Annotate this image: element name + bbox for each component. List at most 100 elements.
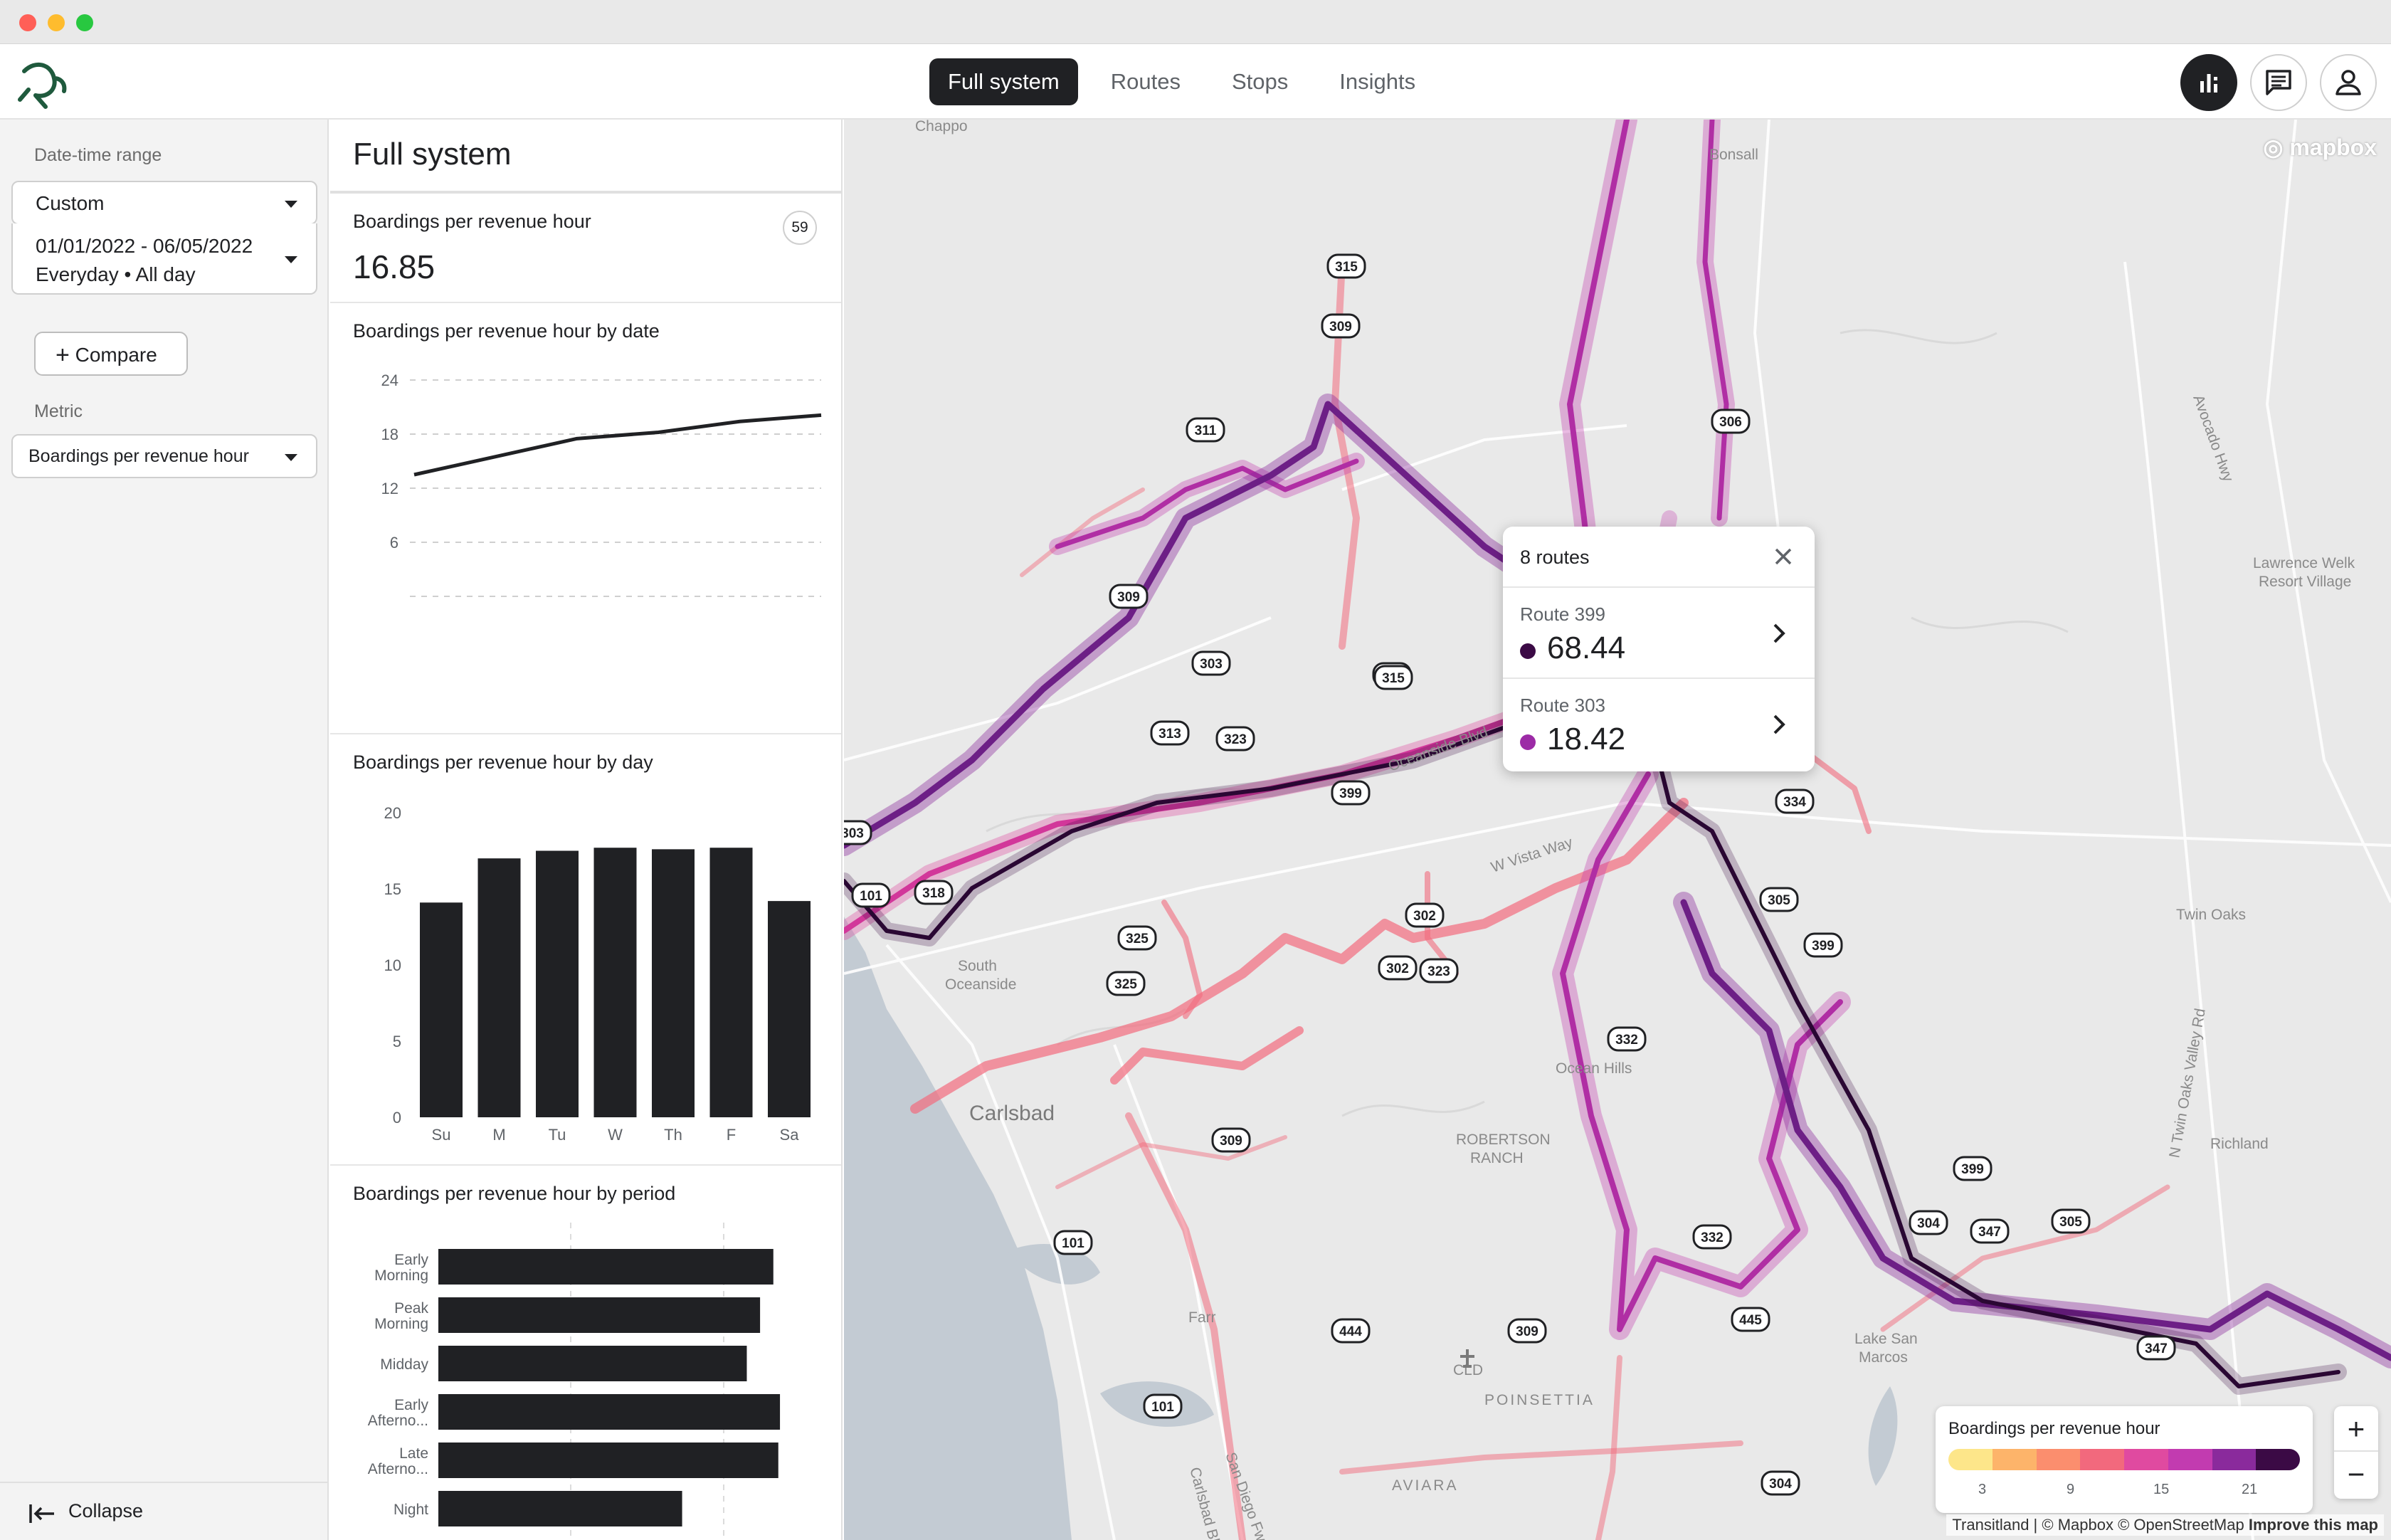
place-label: AVIARA	[1392, 1477, 1458, 1494]
bar	[438, 1443, 778, 1478]
y-tick-label: 24	[381, 371, 398, 389]
tab-routes[interactable]: Routes	[1110, 69, 1181, 94]
legend-title: Boardings per revenue hour	[1948, 1419, 2160, 1438]
legend-color-scale	[1948, 1449, 2300, 1470]
y-tick-label: Morning	[374, 1316, 428, 1332]
route-shield-label: 303	[1200, 657, 1223, 672]
bar	[438, 1394, 781, 1430]
close-window-button[interactable]	[19, 14, 36, 31]
route-shield[interactable]: 325	[1117, 925, 1157, 951]
bar	[438, 1297, 761, 1333]
route-shield[interactable]: 101	[1143, 1393, 1183, 1419]
route-shield[interactable]: 309	[1211, 1127, 1251, 1153]
route-shield[interactable]: 323	[1419, 958, 1459, 983]
y-tick-label: 20	[384, 804, 401, 822]
route-shield-label: 399	[1812, 939, 1835, 954]
day-chart-title: Boardings per revenue hour by day	[353, 751, 653, 773]
popup-route-row[interactable]: Route 399 68.44	[1503, 586, 1815, 677]
card-divider	[330, 733, 841, 734]
route-shields: 315 309 311 303 309 315 313 323 399 303 306 101 318 3…	[844, 253, 2176, 1496]
maximize-window-button[interactable]	[76, 14, 93, 31]
place-label: POINSETTIA	[1484, 1392, 1595, 1408]
app-logo-icon[interactable]	[14, 54, 78, 111]
route-shield[interactable]: 444	[1331, 1318, 1371, 1344]
route-shield[interactable]: 101	[1053, 1230, 1093, 1255]
collapse-label: Collapse	[68, 1500, 144, 1521]
attribution-text[interactable]: Transitland | © Mapbox © OpenStreetMap	[1952, 1516, 2244, 1534]
route-name: Route 303	[1520, 695, 1605, 716]
route-shield[interactable]: 399	[1331, 780, 1371, 806]
popup-route-row[interactable]: Route 303 18.42	[1503, 677, 1815, 769]
route-shield[interactable]: 302	[1378, 955, 1418, 981]
route-shield[interactable]: 305	[2051, 1208, 2091, 1234]
map-canvas[interactable]: Chappo Bonsall Avocado Hwy Lawrence Welk…	[844, 120, 2391, 1540]
route-shield[interactable]: 315	[1373, 665, 1413, 690]
route-shield-label: 325	[1114, 977, 1137, 992]
place-label: Marcos	[1859, 1349, 1908, 1366]
route-shield-label: 306	[1719, 415, 1742, 430]
date-chart-title: Boardings per revenue hour by date	[353, 320, 660, 342]
range-preset-select[interactable]: Custom	[11, 181, 317, 225]
route-shield[interactable]: 347	[1970, 1218, 2010, 1244]
route-shield-label: 323	[1224, 732, 1247, 747]
route-shield[interactable]: 309	[1507, 1318, 1547, 1344]
route-shield-label: 325	[1126, 932, 1149, 946]
top-navigation: Full system Routes Stops Insights	[0, 44, 2391, 120]
collapse-button[interactable]: Collapse	[0, 1482, 327, 1540]
route-shield[interactable]: 332	[1607, 1026, 1647, 1052]
route-shield[interactable]: 325	[1106, 971, 1146, 996]
route-shield[interactable]: 303	[844, 820, 872, 845]
route-color-dot	[1520, 643, 1536, 659]
collapse-arrow-icon	[29, 1504, 54, 1523]
zoom-controls: + −	[2334, 1406, 2378, 1499]
user-icon[interactable]	[2320, 54, 2377, 111]
bar-chart-icon[interactable]	[2180, 54, 2237, 111]
caret-down-icon	[285, 201, 297, 208]
route-shield[interactable]: 303	[1191, 650, 1231, 676]
route-shield[interactable]: 323	[1215, 726, 1255, 751]
zoom-out-button[interactable]: −	[2347, 1457, 2365, 1491]
route-shield[interactable]: 399	[1803, 932, 1843, 958]
route-map[interactable]: Chappo Bonsall Avocado Hwy Lawrence Welk…	[844, 120, 2391, 1540]
route-shield[interactable]: 305	[1759, 887, 1799, 912]
mapbox-wordmark: mapbox	[2289, 135, 2377, 160]
map-legend: Boardings per revenue hour 3 9 15 21	[1936, 1406, 2313, 1513]
caret-down-icon	[285, 256, 297, 263]
minimize-window-button[interactable]	[48, 14, 65, 31]
route-shield[interactable]: 309	[1109, 584, 1149, 609]
route-shield[interactable]: 313	[1150, 720, 1190, 746]
tab-stops[interactable]: Stops	[1231, 69, 1289, 94]
route-shield[interactable]: 304	[1909, 1210, 1948, 1235]
metric-select[interactable]: Boardings per revenue hour	[11, 434, 317, 478]
route-shield-label: 101	[1062, 1236, 1084, 1251]
route-shield-label: 332	[1701, 1230, 1724, 1245]
improve-map-link[interactable]: Improve this map	[2248, 1516, 2378, 1534]
route-shield[interactable]: 332	[1692, 1224, 1732, 1250]
route-shield[interactable]: 399	[1953, 1156, 1992, 1181]
route-shield-label: 303	[844, 826, 864, 841]
route-shield-label: 347	[1978, 1225, 2001, 1240]
route-shield[interactable]: 309	[1321, 313, 1361, 339]
y-tick-label: Afterno...	[368, 1413, 428, 1429]
zoom-in-button[interactable]: +	[2334, 1406, 2378, 1452]
chat-icon[interactable]	[2250, 54, 2307, 111]
compare-button[interactable]: + Compare	[34, 332, 188, 376]
tab-insights[interactable]: Insights	[1339, 69, 1416, 94]
close-icon[interactable]	[1769, 542, 1798, 571]
route-shield-label: 315	[1382, 671, 1405, 686]
route-shield[interactable]: 334	[1775, 789, 1815, 814]
route-shield[interactable]: 302	[1405, 902, 1445, 928]
route-shield[interactable]: 306	[1711, 408, 1751, 434]
date-range-select[interactable]: 01/01/2022 - 06/05/2022 Everyday • All d…	[11, 223, 317, 295]
place-label: Lake San	[1854, 1331, 1918, 1347]
route-shield[interactable]: 101	[851, 882, 891, 908]
tab-full-system[interactable]: Full system	[929, 58, 1078, 105]
route-shield[interactable]: 315	[1326, 253, 1366, 279]
route-shield[interactable]: 311	[1186, 417, 1225, 443]
route-shield[interactable]: 445	[1731, 1307, 1770, 1332]
y-tick-label: 15	[384, 880, 401, 898]
y-tick-label: Late	[399, 1445, 428, 1462]
route-shield[interactable]: 318	[914, 880, 954, 905]
route-shield[interactable]: 347	[2136, 1335, 2176, 1361]
route-shield[interactable]: 304	[1761, 1470, 1800, 1496]
